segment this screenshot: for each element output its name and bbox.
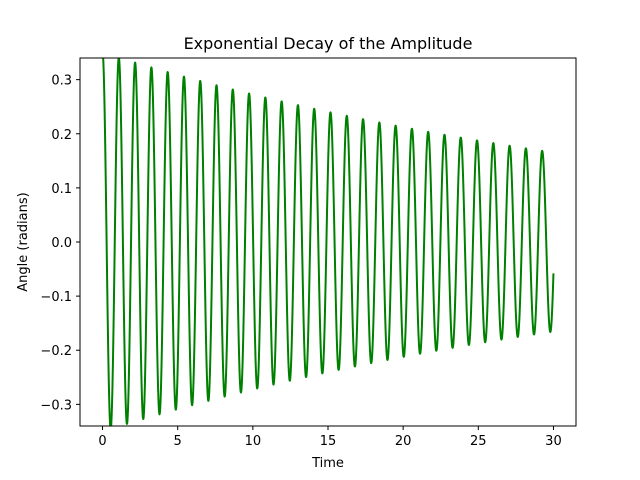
x-tick-label: 15	[320, 434, 337, 449]
y-tick-label: −0.1	[40, 290, 72, 305]
x-tick-label: 20	[395, 434, 412, 449]
x-tick-label: 5	[174, 434, 182, 449]
chart-title: Exponential Decay of the Amplitude	[184, 34, 473, 53]
y-tick-label: 0.3	[51, 74, 72, 89]
y-tick-label: 0.0	[51, 236, 72, 251]
x-tick-label: 25	[470, 434, 487, 449]
series-line-0	[102, 58, 555, 426]
x-tick-label: 0	[98, 434, 106, 449]
y-axis: −0.3 −0.2 −0.1 0.0 0.1 0.2 0.3	[40, 74, 80, 413]
y-tick-label: 0.1	[51, 182, 72, 197]
y-tick-label: −0.2	[40, 344, 72, 359]
series-layer	[102, 58, 555, 426]
y-axis-label: Angle (radians)	[16, 192, 31, 291]
y-tick-label: −0.3	[40, 398, 72, 413]
x-tick-label: 10	[245, 434, 262, 449]
y-tick-label: 0.2	[51, 128, 72, 143]
x-axis-label: Time	[311, 456, 344, 471]
x-axis: 0 5 10 15 20 25 30	[98, 426, 562, 449]
x-tick-label: 30	[545, 434, 562, 449]
